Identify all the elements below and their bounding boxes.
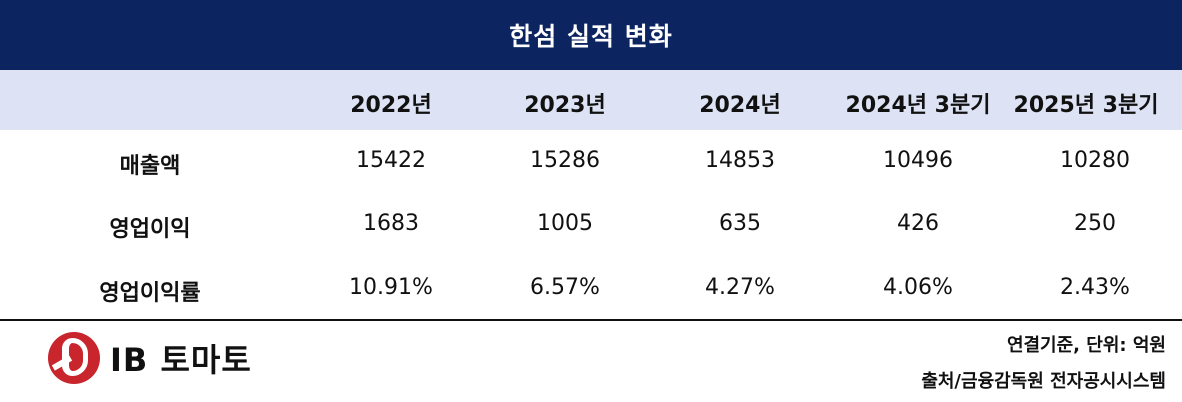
table-row: 매출액 15422 15286 14853 10496 10280 [0,130,1182,194]
ib-tomato-logo: IB 토마토 [48,330,252,386]
table-cell: 1005 [537,211,593,236]
table-cell: 1683 [363,211,419,236]
logo-mark-icon [48,332,100,384]
table-cell: 4.06% [883,275,953,300]
row-label: 영업이익률 [99,281,201,306]
table-cell: 635 [719,211,761,236]
table-row: 영업이익률 10.91% 6.57% 4.27% 4.06% 2.43% [0,258,1182,322]
column-header: 2023년 [524,93,606,118]
table-cell: 4.27% [705,275,775,300]
footer-divider [0,319,1182,321]
table-cell: 15286 [530,148,600,173]
row-label: 영업이익 [109,217,191,242]
table-cell: 10280 [1060,148,1130,173]
table-cell: 250 [1074,211,1116,236]
table-cell: 426 [897,211,939,236]
table-cell: 14853 [705,148,775,173]
source-note: 출처/금융감독원 전자공시시스템 [921,371,1166,392]
column-header: 2024년 3분기 [845,93,991,118]
row-label: 매출액 [119,154,181,179]
logo-text: IB 토마토 [110,341,252,379]
table-cell: 10496 [883,148,953,173]
table-row: 영업이익 1683 1005 635 426 250 [0,194,1182,258]
column-header: 2022년 [350,93,432,118]
table-title: 한섬 실적 변화 [0,0,1182,70]
table-cell: 10.91% [349,275,433,300]
unit-note: 연결기준, 단위: 억원 [1006,335,1166,356]
table-cell: 15422 [356,148,426,173]
column-header: 2025년 3분기 [1013,93,1159,118]
column-header: 2024년 [699,93,781,118]
table-cell: 6.57% [530,275,600,300]
table-cell: 2.43% [1060,275,1130,300]
column-header-row: 2022년 2023년 2024년 2024년 3분기 2025년 3분기 [0,70,1182,130]
